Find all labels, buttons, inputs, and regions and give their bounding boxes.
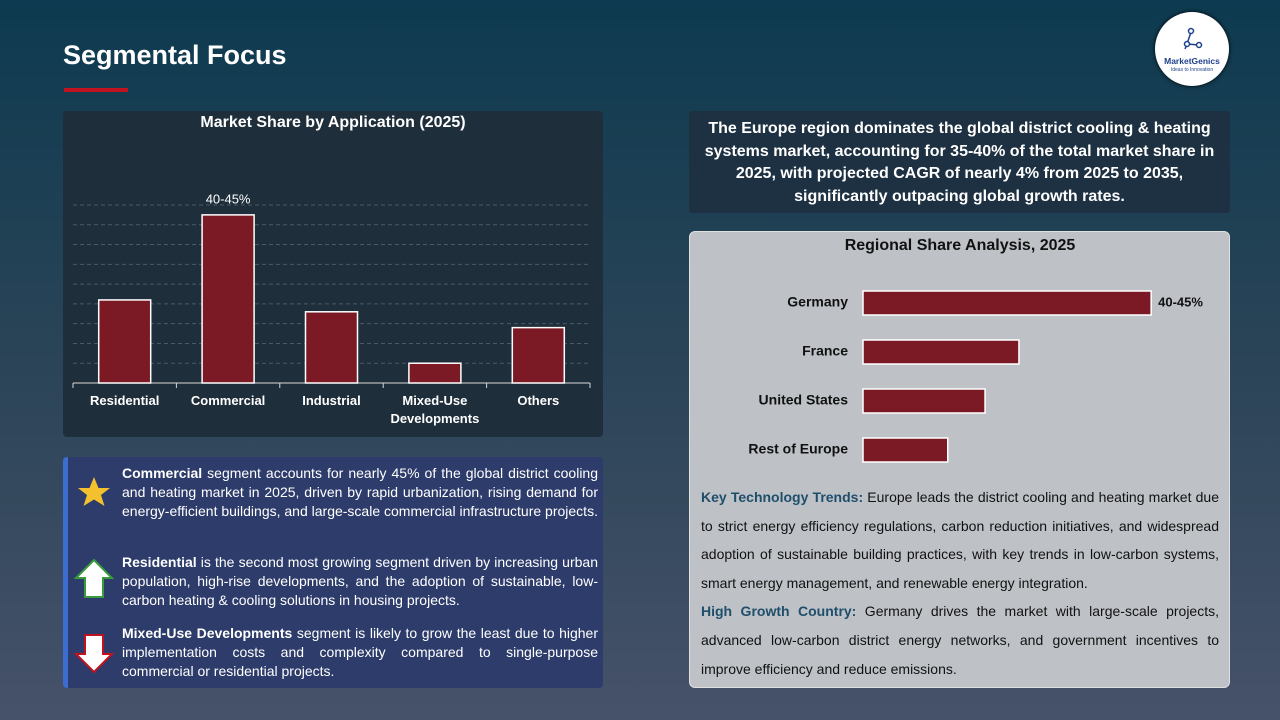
x-tick-label: Industrial bbox=[302, 393, 361, 408]
logo-icon bbox=[1183, 27, 1203, 50]
x-tick-label: Others bbox=[517, 393, 560, 408]
logo-tagline: Ideas to Innovation bbox=[1170, 67, 1214, 73]
note-text: Europe leads the district cooling and he… bbox=[701, 489, 1219, 591]
y-tick-label: France bbox=[802, 343, 848, 359]
insights-panel: Commercial segment accounts for nearly 4… bbox=[63, 457, 603, 688]
note: High Growth Country: Germany drives the … bbox=[701, 597, 1219, 683]
note-lead: Key Technology Trends: bbox=[701, 489, 864, 505]
regional-chart-panel: Regional Share Analysis, 2025 Germany 40-4… bbox=[689, 231, 1230, 688]
x-tick-label: Mixed-Use Developments bbox=[390, 393, 480, 426]
logo-name: MarketGenics bbox=[1164, 56, 1220, 66]
x-tick-label: Commercial bbox=[190, 393, 266, 408]
insight-lead: Commercial bbox=[122, 465, 203, 481]
regional-chart: Regional Share Analysis, 2025 Germany 40-4… bbox=[748, 237, 1203, 463]
bar bbox=[862, 437, 949, 463]
bar bbox=[862, 388, 986, 414]
down-arrow-icon bbox=[73, 634, 115, 674]
notes: Key Technology Trends: Europe leads the … bbox=[701, 483, 1219, 683]
y-tick-label: Germany bbox=[787, 294, 848, 310]
note: Key Technology Trends: Europe leads the … bbox=[701, 483, 1219, 597]
chart-title: Regional Share Analysis, 2025 bbox=[845, 237, 1076, 254]
bar bbox=[862, 339, 1020, 365]
y-tick-label: United States bbox=[759, 392, 849, 408]
value-label: 40-45% bbox=[206, 191, 251, 206]
star-icon bbox=[78, 477, 110, 506]
logo: MarketGenics Ideas to Innovation bbox=[1155, 12, 1229, 86]
insight: Commercial segment accounts for nearly 4… bbox=[122, 464, 598, 521]
insight-text: segment accounts for nearly 45% of the g… bbox=[122, 465, 598, 519]
insight-lead: Residential bbox=[122, 554, 197, 570]
application-chart-panel: Market Share by Application (2025) 40-45%… bbox=[63, 111, 603, 437]
bar bbox=[97, 299, 152, 384]
bar bbox=[201, 214, 255, 384]
y-tick-label: Rest of Europe bbox=[748, 441, 848, 457]
insight: Mixed-Use Developments segment is likely… bbox=[122, 624, 598, 681]
bar bbox=[862, 290, 1152, 316]
insight-lead: Mixed-Use Developments bbox=[122, 625, 293, 641]
note-text: Germany drives the market with large-sca… bbox=[701, 603, 1219, 677]
chart-title: Market Share by Application (2025) bbox=[200, 114, 465, 131]
insight-text: segment is likely to grow the least due … bbox=[122, 625, 598, 679]
insight-text: is the second most growing segment drive… bbox=[122, 554, 598, 608]
note-lead: High Growth Country: bbox=[701, 603, 857, 620]
application-chart: Market Share by Application (2025) 40-45% bbox=[72, 114, 591, 388]
x-tick-label: Residential bbox=[90, 393, 160, 408]
bar bbox=[304, 311, 359, 384]
bar bbox=[511, 326, 566, 384]
bar bbox=[408, 362, 462, 384]
insight: Residential is the second most growing s… bbox=[122, 553, 598, 610]
slide-title: Segmental Focus bbox=[63, 40, 287, 70]
up-arrow-icon bbox=[73, 558, 115, 598]
title-underline bbox=[64, 88, 128, 92]
insight-icons bbox=[73, 477, 115, 674]
value-label: 40-45% bbox=[1158, 294, 1203, 309]
summary-box: The Europe region dominates the global d… bbox=[689, 111, 1230, 213]
